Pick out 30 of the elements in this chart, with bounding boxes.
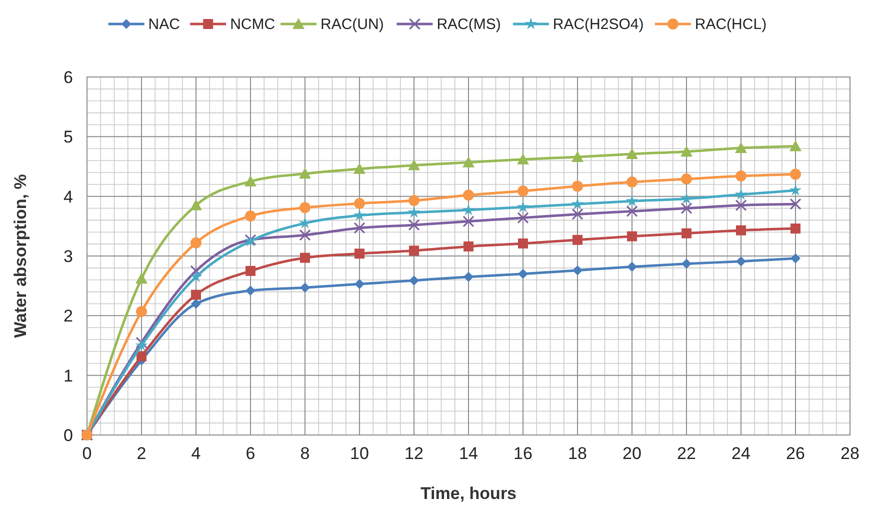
x-tick-label: 16: [514, 444, 532, 463]
y-tick-label: 4: [64, 187, 73, 206]
x-tick-label: 18: [568, 444, 587, 463]
x-tick-label: 10: [350, 444, 369, 463]
x-tick-label: 14: [459, 444, 478, 463]
x-tick-label: 26: [786, 444, 805, 463]
x-tick-label: 0: [82, 444, 92, 463]
y-tick-label: 6: [64, 68, 73, 87]
legend-label: NAC: [148, 16, 180, 33]
x-tick-label: 6: [246, 444, 256, 463]
x-tick-label: 4: [191, 444, 201, 463]
x-tick-label: 2: [136, 444, 146, 463]
y-tick-label: 2: [64, 306, 73, 326]
legend-label: RAC(MS): [436, 16, 501, 33]
legend-label: NCMC: [230, 16, 276, 33]
y-tick-label: 0: [64, 426, 73, 445]
x-tick-label: 8: [300, 444, 310, 463]
x-tick-label: 12: [404, 444, 424, 463]
x-tick-label: 28: [840, 444, 860, 463]
legend-label: RAC(H2SO4): [552, 16, 644, 33]
x-tick-label: 24: [732, 444, 750, 463]
x-axis-title: Time, hours: [420, 484, 517, 503]
y-tick-label: 1: [64, 366, 73, 386]
y-axis-title: Water absorption, %: [11, 174, 30, 338]
legend-label: RAC(UN): [320, 16, 384, 33]
x-tick-label: 20: [622, 444, 642, 463]
y-tick-label: 5: [64, 128, 73, 147]
legend-label: RAC(HCL): [694, 16, 767, 33]
x-tick-label: 22: [677, 444, 696, 463]
y-tick-label: 3: [64, 247, 73, 266]
